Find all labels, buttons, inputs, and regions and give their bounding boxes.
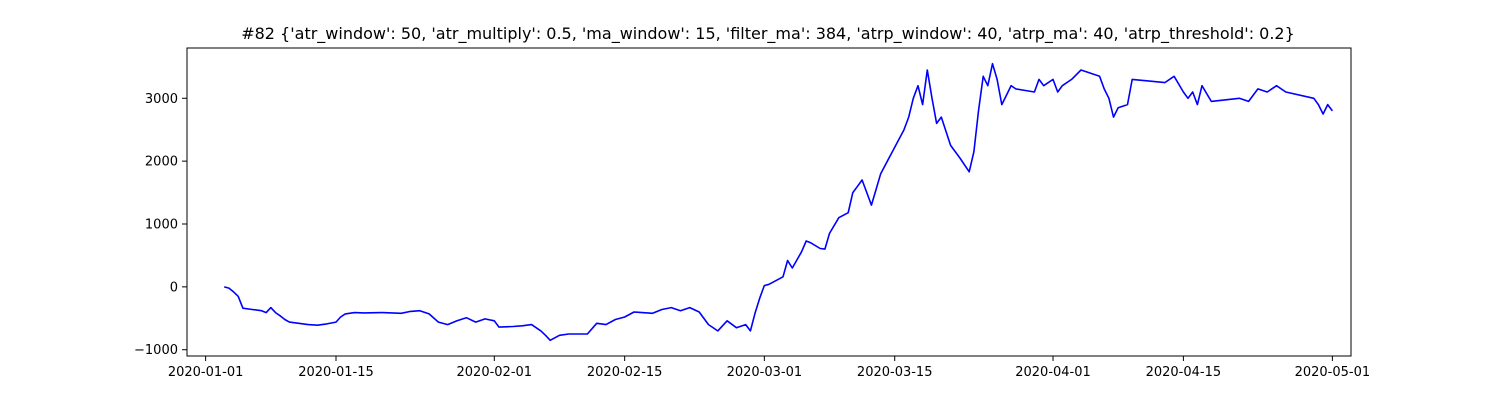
y-tick-label: 2000	[145, 155, 178, 170]
x-tick-label: 2020-01-01	[168, 365, 244, 380]
plot-frame	[186, 47, 1352, 357]
x-tick-label: 2020-01-15	[298, 365, 374, 380]
x-axis: 2020-01-01 2020-01-15 2020-02-01 2020-02-15…	[168, 356, 1370, 380]
y-tick-label: 3000	[145, 92, 178, 107]
y-tick-label: 0	[170, 280, 178, 295]
x-tick-label: 2020-02-15	[587, 365, 663, 380]
x-tick-label: 2020-04-01	[1015, 365, 1091, 380]
plot-area: 2020-01-01 2020-01-15 2020-02-01 2020-02-15…	[134, 47, 1370, 380]
y-axis: −1000 0 1000 2000 3000	[134, 92, 187, 358]
y-tick-label: −1000	[134, 343, 178, 358]
series-line	[224, 62, 1334, 342]
x-tick-label: 2020-02-01	[457, 365, 533, 380]
y-tick-label: 1000	[145, 218, 178, 233]
chart-title: #82 {'atr_window': 50, 'atr_multiply': 0…	[241, 24, 1295, 44]
x-tick-label: 2020-05-01	[1295, 365, 1371, 380]
series-group	[224, 62, 1334, 342]
x-tick-label: 2020-04-15	[1146, 365, 1222, 380]
x-tick-label: 2020-03-01	[727, 365, 803, 380]
x-tick-label: 2020-03-15	[857, 365, 933, 380]
